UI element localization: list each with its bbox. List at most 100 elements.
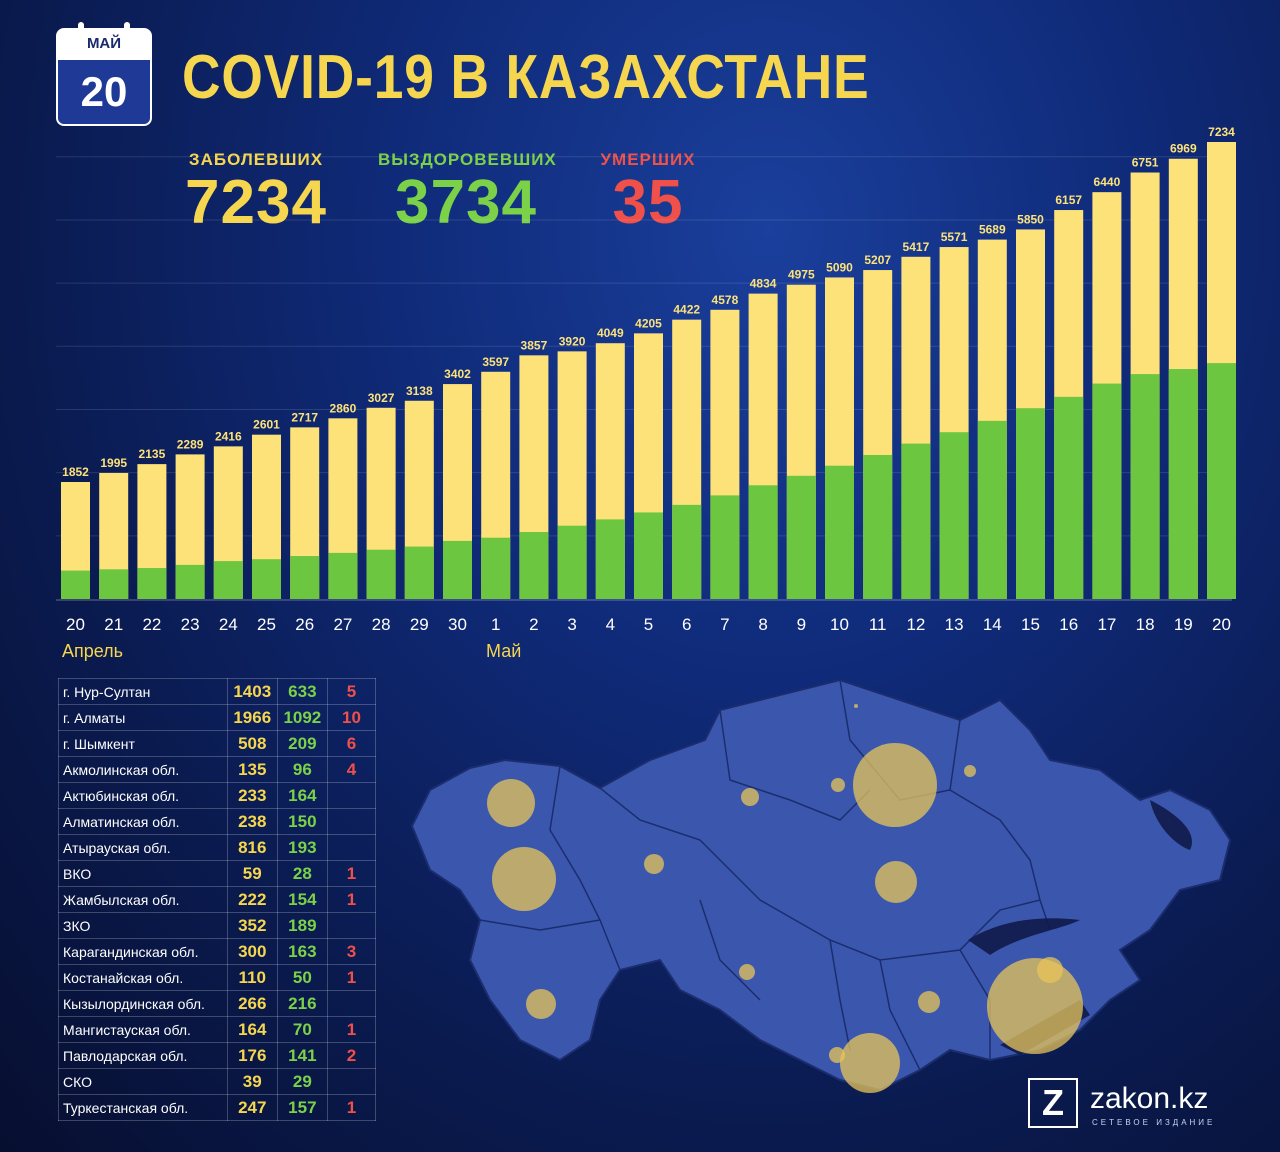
region-name: Туркестанская обл. [58,1094,228,1121]
bar-recovered [519,532,549,599]
table-row: Алматинская обл. 238 150 [58,808,377,835]
region-recovered: 164 [276,782,328,809]
zakon-logo: Z zakon.kz СЕТЕВОЕ ИЗДАНИЕ [1028,1078,1228,1134]
region-deaths [326,808,377,835]
x-tick-label: 8 [758,615,767,634]
map-bubble [741,788,759,806]
bar-recovered [290,556,320,599]
stat-recovered-value: 3734 [395,168,537,237]
region-deaths: 6 [326,730,377,757]
bar-value-label: 4975 [788,268,815,282]
bar-recovered [481,537,511,599]
region-cases: 222 [226,886,278,913]
x-tick-label: 23 [181,615,200,634]
bar-value-label: 3920 [559,334,586,348]
x-tick-label: 3 [567,615,576,634]
logo-mark: Z [1028,1078,1078,1128]
region-deaths: 1 [326,964,377,991]
table-row: СКО 39 29 [58,1068,377,1095]
bar-value-label: 7234 [1208,125,1235,139]
region-deaths: 1 [326,1094,377,1121]
map-lake-shape [1150,800,1192,850]
bar-recovered [825,465,854,599]
map-bubble [829,1047,845,1063]
region-recovered: 50 [276,964,328,991]
bar-value-label: 5571 [941,230,968,244]
bar-recovered [366,549,396,599]
region-name: Атырауская обл. [58,834,228,861]
region-deaths: 1 [326,860,377,887]
bar-recovered [977,420,1007,599]
x-tick-label: 28 [372,615,391,634]
bar-value-label: 6969 [1170,142,1197,156]
page-title: COVID-19 В КАЗАХСТАНЕ [182,43,870,112]
stat-deaths-label: УМЕРШИХ [600,150,696,169]
region-recovered: 193 [276,834,328,861]
x-tick-label: 11 [869,615,887,634]
region-cases: 266 [226,990,278,1017]
region-cases: 816 [226,834,278,861]
x-tick-label: 6 [682,615,691,634]
table-row: ВКО 59 28 1 [58,860,377,887]
x-tick-label: 5 [644,615,653,634]
region-recovered: 189 [276,912,328,939]
x-tick-label: 15 [1021,615,1040,634]
bar-recovered [595,519,625,599]
region-cases: 352 [226,912,278,939]
region-name: ВКО [58,860,228,887]
bar-recovered [939,432,969,599]
x-tick-label: 2 [529,615,538,634]
region-deaths: 4 [326,756,377,783]
bar-recovered [1016,408,1045,599]
logo-name: zakon.kz [1090,1082,1209,1115]
bar-value-label: 5090 [826,260,853,274]
region-cases: 135 [226,756,278,783]
stat-deaths-value: 35 [612,168,684,237]
x-tick-label: 20 [66,615,85,634]
stat-recovered-label: ВЫЗДОРОВЕВШИХ [378,150,557,169]
bar-value-label: 1852 [62,465,89,479]
bar-value-label: 2717 [291,410,318,424]
map-bubble [853,743,937,827]
x-tick-label: 19 [1174,615,1193,634]
x-tick-label: 12 [906,615,925,634]
map-bubble [739,964,755,980]
bar-recovered [99,569,129,599]
region-deaths [326,834,377,861]
map-region-borders [479,679,1051,1071]
region-recovered: 141 [276,1042,328,1069]
stat-cases: ЗАБОЛЕВШИХ 7234 [168,150,344,234]
bar-recovered [557,525,587,599]
x-tick-label: 14 [983,615,1002,634]
region-recovered: 209 [276,730,328,757]
table-row: Туркестанская обл. 247 157 1 [58,1094,377,1121]
region-name: Мангистауская обл. [58,1016,228,1043]
bar-recovered [863,454,893,599]
region-cases: 1966 [226,704,278,731]
region-recovered: 163 [276,938,328,965]
stat-recovered: ВЫЗДОРОВЕВШИХ 3734 [378,150,557,237]
map-bubbles [487,704,1083,1093]
bar-value-label: 2860 [330,401,357,415]
bar-recovered [137,568,167,599]
region-deaths [326,1068,377,1095]
region-cases: 238 [226,808,278,835]
bar-recovered [213,561,243,599]
x-tick-label: 4 [606,615,615,634]
bar-value-label: 2416 [215,429,242,443]
table-row: Жамбылская обл. 222 154 1 [58,886,377,913]
region-recovered: 154 [276,886,328,913]
table-row: Атырауская обл. 816 193 [58,834,377,861]
bar-value-label: 1995 [100,456,127,470]
x-tick-label: 21 [104,615,123,634]
region-name: Жамбылская обл. [58,886,228,913]
bar-recovered [786,475,816,599]
region-deaths: 3 [326,938,377,965]
x-tick-label: 27 [333,615,352,634]
x-tick-label: 24 [219,615,238,634]
bar-recovered [252,559,281,599]
map-bubble [526,989,556,1019]
region-cases: 39 [226,1068,278,1095]
region-deaths: 10 [326,704,377,731]
region-deaths: 2 [326,1042,377,1069]
